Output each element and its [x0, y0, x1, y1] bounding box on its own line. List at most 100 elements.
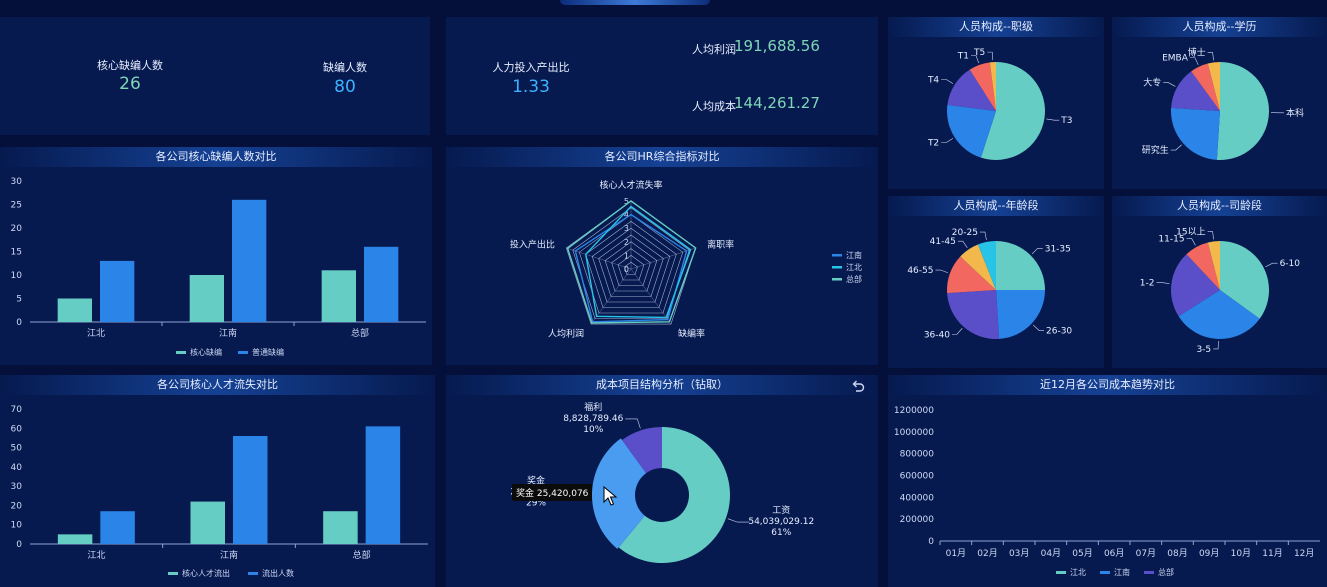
radar-legend-swatch[interactable] [832, 278, 842, 281]
pie-label: 3-5 [1196, 345, 1211, 355]
pie-slice-大专[interactable] [1171, 71, 1220, 111]
bar-流出人数-总部[interactable] [365, 426, 401, 544]
cost-trend-title: 近12月各公司成本趋势对比 [888, 375, 1327, 395]
kpi-panel-right: 人力投入产出比 1.33 人均利润 191,688.56 人均成本 144,26… [446, 17, 878, 135]
legend-label[interactable]: 核心缺编 [190, 347, 222, 357]
radar-grid-ring [585, 221, 677, 308]
donut-slice-福利[interactable] [622, 427, 662, 474]
y-tick-label: 600000 [900, 472, 935, 482]
line-legend-swatch[interactable] [1100, 571, 1110, 574]
donut-label-percent: 29% [526, 498, 546, 508]
y-tick-label: 400000 [900, 493, 935, 503]
bar-核心缺编-总部[interactable] [321, 270, 356, 322]
pie-tenure-panel: 人员构成--司龄段 6-10 3-5 1-2 11-15 15以上 [1112, 196, 1327, 368]
radar-legend-label[interactable]: 江南 [846, 250, 862, 260]
pie-slice-41-45[interactable] [960, 244, 996, 290]
line-legend-label[interactable]: 江北 [1070, 568, 1086, 577]
radar-series-江南[interactable] [574, 213, 688, 323]
pie-slice-31-35[interactable] [996, 241, 1045, 290]
radar-grid-ring [578, 214, 684, 314]
legend-swatch[interactable] [238, 351, 248, 354]
legend-label[interactable]: 核心人才流出 [182, 568, 230, 578]
radar-tick-label: 3 [624, 224, 629, 233]
radar-series-江北[interactable] [584, 205, 692, 319]
pie-slice-6-10[interactable] [1220, 241, 1269, 319]
legend-swatch[interactable] [176, 351, 186, 354]
donut-label-percent: 61% [771, 528, 791, 538]
legend-label[interactable]: 普通缺编 [252, 347, 284, 357]
line-legend-label[interactable]: 总部 [1158, 567, 1174, 577]
kpi-vacancy-value: 80 [334, 77, 356, 97]
bar-核心缺编-江北[interactable] [57, 298, 92, 323]
bar-核心人才流出-总部[interactable] [323, 511, 358, 544]
donut-slice-工资[interactable] [618, 427, 730, 563]
pie-slice-46-55[interactable] [947, 256, 996, 294]
pie-age-panel: 人员构成--年龄段 31-35 26-30 36-40 46-55 41-45 20-25 [888, 196, 1104, 368]
radar-grid-ring [572, 207, 690, 319]
cost-trend-chart: 0 200000 400000 600000 800000 1000000 1200000 0… [894, 406, 1320, 577]
pie-label: 研究生 [1142, 144, 1169, 156]
pie-slice-36-40[interactable] [947, 290, 1000, 339]
line-legend-swatch[interactable] [1144, 571, 1154, 574]
cost-donut-panel: 成本项目结构分析（钻取） 工资54,039,029.1261%奖金25,420,… [446, 375, 878, 587]
bar-核心人才流出-江北[interactable] [57, 534, 93, 544]
pie-slice-3-5[interactable] [1178, 290, 1260, 339]
x-tick-label: 江北 [87, 328, 105, 339]
pie-slice-研究生[interactable] [1171, 107, 1220, 160]
radar-indicator-label: 人均利润 [548, 328, 584, 340]
donut-slice-奖金[interactable] [592, 438, 647, 549]
kpi-profit-label: 人均利润 [692, 43, 736, 56]
pie-label: 46-55 [907, 266, 933, 276]
pie-slice-T4[interactable] [947, 69, 996, 111]
radar-indicator-label: 离职率 [707, 238, 734, 250]
y-tick-label: 0 [16, 540, 22, 550]
y-tick-label: 0 [16, 318, 22, 328]
radar-legend-swatch[interactable] [832, 254, 842, 257]
cost-donut-chart[interactable]: 工资54,039,029.1261%奖金25,420,07629%福利8,828… [446, 375, 878, 587]
pie-slice-20-25[interactable] [977, 241, 996, 290]
pie-slice-26-30[interactable] [996, 290, 1045, 339]
radar-legend-swatch[interactable] [832, 266, 842, 269]
radar-tick-label: 2 [624, 238, 629, 247]
pie-slice-EMBA[interactable] [1191, 63, 1220, 111]
line-legend-label[interactable]: 江南 [1114, 567, 1130, 577]
radar-legend-label[interactable]: 江北 [846, 263, 862, 272]
back-icon[interactable] [851, 379, 865, 393]
cost-trend-panel: 近12月各公司成本趋势对比 0 200000 400000 600000 800000 1… [888, 375, 1327, 587]
pie-slice-T2[interactable] [947, 104, 996, 158]
pie-slice-本科[interactable] [1216, 62, 1270, 161]
bar-普通缺编-总部[interactable] [364, 246, 399, 322]
pie-label: 31-35 [1045, 244, 1071, 254]
talent-loss-panel: 各公司核心人才流失对比 0 10 20 30 40 50 60 70 江北 江南 总部 核心人才流出 流… [0, 375, 435, 587]
bar-普通缺编-江北[interactable] [100, 260, 135, 322]
legend-swatch[interactable] [248, 572, 258, 575]
pie-rank-chart[interactable]: T3 T2 T4 T1 T5 [888, 17, 1104, 189]
legend-swatch[interactable] [168, 572, 178, 575]
pie-slice-1-2[interactable] [1171, 254, 1220, 317]
x-tick-label: 04月 [1041, 548, 1061, 559]
bar-核心缺编-江南[interactable] [189, 275, 224, 322]
bar-流出人数-江北[interactable] [100, 511, 135, 544]
pie-slice-11-15[interactable] [1186, 242, 1220, 290]
line-legend-swatch[interactable] [1056, 571, 1066, 574]
pie-slice-博士[interactable] [1207, 62, 1220, 111]
pie-slice-15以上[interactable] [1207, 241, 1220, 290]
radar-series-总部[interactable] [566, 200, 697, 324]
pie-label: 6-10 [1280, 259, 1301, 269]
pie-slice-T1[interactable] [969, 62, 996, 111]
bar-流出人数-江南[interactable] [233, 436, 268, 544]
pie-label: T5 [973, 48, 985, 58]
bar-核心人才流出-江南[interactable] [190, 501, 225, 544]
radar-grid-ring [624, 261, 638, 275]
pie-slice-T3[interactable] [980, 62, 1045, 161]
radar-legend-label[interactable]: 总部 [846, 274, 862, 284]
legend-label[interactable]: 流出人数 [262, 568, 294, 578]
bar-普通缺编-江南[interactable] [232, 199, 267, 322]
pie-label: 36-40 [924, 330, 950, 340]
pie-label: T1 [957, 51, 969, 61]
pie-slice-T5[interactable] [989, 62, 996, 111]
